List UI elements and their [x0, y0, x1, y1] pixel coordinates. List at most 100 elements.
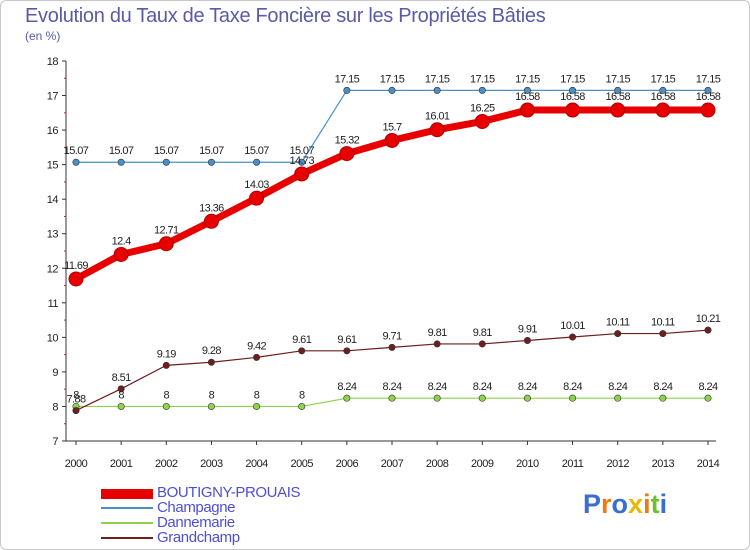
data-label: 17.15	[515, 73, 540, 85]
x-tick-label: 2005	[290, 458, 313, 470]
data-point	[253, 353, 261, 361]
y-tick-label: 7	[52, 436, 58, 448]
data-point	[249, 190, 265, 206]
data-point	[704, 394, 712, 402]
data-label: 17.15	[605, 73, 630, 85]
data-point	[519, 102, 535, 118]
data-point	[659, 394, 667, 402]
data-label: 8.24	[473, 381, 492, 393]
data-label: 16.25	[470, 102, 495, 114]
data-label: 10.01	[560, 320, 585, 332]
data-point	[162, 402, 170, 410]
legend-swatch-dannemarie	[101, 522, 153, 524]
y-tick-label: 13	[47, 229, 59, 241]
data-point	[429, 122, 445, 138]
logo-letter: x	[628, 489, 644, 519]
legend-label: Champagne	[157, 499, 236, 516]
data-label: 9.28	[202, 345, 221, 357]
data-label: 9.42	[247, 340, 266, 352]
legend-swatch-boutigny	[101, 489, 153, 499]
data-label: 10.11	[651, 317, 675, 329]
data-point	[433, 394, 441, 402]
x-tick-label: 2010	[516, 458, 539, 470]
data-point	[704, 326, 712, 334]
data-point	[433, 86, 441, 94]
data-point	[298, 402, 306, 410]
data-label: 17.15	[696, 73, 721, 85]
data-label: 8.24	[428, 381, 447, 393]
data-label: 8	[254, 389, 260, 401]
data-label: 8.24	[337, 381, 356, 393]
data-point	[207, 158, 215, 166]
logo-letter: P	[583, 489, 602, 519]
data-point	[659, 86, 667, 94]
data-point	[523, 394, 531, 402]
data-point	[523, 86, 531, 94]
logo-letter: i	[659, 489, 668, 519]
chart-subtitle: (en %)	[25, 29, 61, 43]
data-point	[339, 146, 355, 162]
data-point	[343, 86, 351, 94]
data-point	[68, 271, 84, 287]
data-point	[569, 333, 577, 341]
data-point	[207, 402, 215, 410]
logo-letter: o	[611, 489, 629, 519]
data-label: 9.81	[473, 327, 492, 339]
y-tick-label: 17	[47, 91, 59, 103]
data-point	[253, 158, 261, 166]
data-label: 8	[73, 389, 79, 401]
y-tick-label: 10	[47, 332, 59, 344]
data-label: 16.58	[515, 91, 540, 103]
data-point	[569, 86, 577, 94]
data-label: 14.73	[289, 155, 314, 167]
data-label: 9.61	[292, 334, 311, 346]
y-tick-label: 8	[52, 401, 58, 413]
data-point	[203, 213, 219, 229]
data-point	[117, 402, 125, 410]
data-point	[523, 336, 531, 344]
x-tick-label: 2011	[562, 458, 584, 470]
data-label: 16.58	[605, 91, 630, 103]
data-point	[478, 86, 486, 94]
data-label: 16.58	[560, 91, 585, 103]
legend-label: BOUTIGNY-PROUAIS	[157, 484, 301, 501]
data-label: 16.58	[696, 91, 721, 103]
chart-title: Evolution du Taux de Taxe Foncière sur l…	[25, 5, 546, 27]
data-point	[343, 394, 351, 402]
data-point	[700, 102, 716, 118]
data-label: 16.01	[425, 111, 450, 123]
data-point	[388, 86, 396, 94]
data-point	[474, 113, 490, 129]
data-point	[343, 347, 351, 355]
x-tick-label: 2012	[606, 458, 629, 470]
proxiti-logo: Proxiti	[583, 489, 667, 520]
x-tick-label: 2003	[200, 458, 223, 470]
data-point	[614, 330, 622, 338]
data-point	[614, 86, 622, 94]
data-label: 8.24	[382, 381, 401, 393]
data-point	[704, 86, 712, 94]
data-point	[162, 158, 170, 166]
logo-letter: r	[601, 489, 612, 519]
data-label: 9.71	[382, 330, 401, 342]
y-tick-label: 12	[47, 263, 59, 275]
data-label: 8.51	[112, 372, 131, 384]
data-point	[117, 158, 125, 166]
y-tick-label: 16	[47, 125, 59, 137]
data-label: 9.61	[337, 334, 356, 346]
data-point	[113, 246, 129, 262]
data-point	[610, 102, 626, 118]
data-label: 12.71	[154, 225, 179, 237]
data-point	[162, 361, 170, 369]
y-tick-label: 11	[48, 298, 59, 310]
y-tick-label: 9	[52, 367, 58, 379]
data-label: 12.4	[112, 235, 131, 247]
x-tick-label: 2004	[245, 458, 268, 470]
data-label: 9.91	[518, 323, 537, 335]
x-tick-label: 2001	[110, 458, 133, 470]
data-point	[298, 347, 306, 355]
data-label: 15.07	[289, 145, 314, 157]
data-point	[565, 102, 581, 118]
data-point	[72, 158, 80, 166]
